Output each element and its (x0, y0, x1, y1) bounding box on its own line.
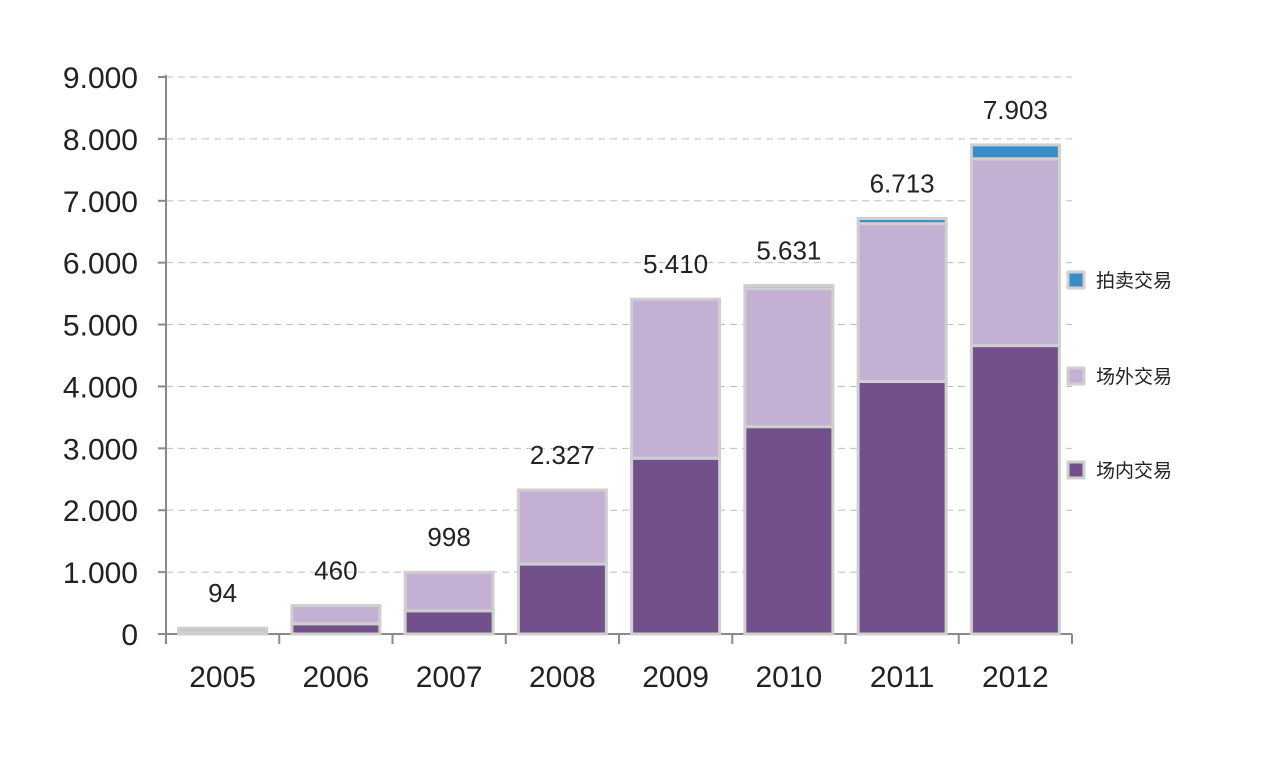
x-tick-label: 2010 (756, 661, 823, 694)
bar-segment (290, 604, 382, 626)
total-data-label: 5.410 (643, 249, 708, 279)
bar-segment (856, 222, 948, 383)
bar-segment (856, 217, 948, 226)
legend-swatch (1066, 270, 1086, 290)
y-tick-label: 4.000 (63, 371, 138, 404)
total-data-label: 460 (314, 556, 357, 586)
bar-segment (403, 570, 495, 613)
x-tick-label: 2008 (529, 661, 596, 694)
legend-swatch (1066, 366, 1086, 386)
bar-segment (743, 287, 835, 429)
y-tick-label: 9.000 (63, 62, 138, 95)
total-data-label: 2.327 (530, 440, 595, 470)
gridlines (166, 76, 1072, 573)
y-tick-label: 0 (121, 619, 138, 652)
x-tick-label: 2005 (189, 661, 256, 694)
total-data-label: 7.903 (983, 95, 1048, 125)
axes: 0 1.000 2.000 3.000 4.000 5.000 6.000 7.000 8.00… (63, 62, 1073, 694)
bar-segment (516, 488, 608, 566)
total-data-label: 94 (208, 578, 237, 608)
total-data-label: 6.713 (870, 169, 935, 199)
bar-segment (630, 297, 722, 460)
bar-segment (403, 609, 495, 636)
bar-segment (969, 143, 1061, 161)
bar-segment (856, 379, 948, 636)
data-labels: 94 460 998 2.327 5.410 5.631 6.713 7.903 (208, 95, 1048, 608)
total-data-label: 5.631 (756, 236, 821, 266)
bar-segment (969, 157, 1061, 348)
y-tick-label: 3.000 (63, 433, 138, 466)
y-tick-label: 8.000 (63, 124, 138, 157)
bar-segment (516, 562, 608, 636)
y-tick-label: 5.000 (63, 310, 138, 343)
bar-segment (290, 622, 382, 636)
legend-label: 拍卖交易 (1096, 270, 1172, 292)
bar-segment (743, 284, 835, 291)
x-tick-label: 2011 (870, 661, 935, 694)
x-tick-label: 2006 (303, 661, 370, 694)
y-tick-label: 1.000 (63, 557, 138, 590)
bar-segment (743, 425, 835, 636)
legend-label: 场外交易 (1096, 366, 1172, 388)
bar-segment (630, 456, 722, 636)
legend-label: 场内交易 (1096, 460, 1172, 482)
x-tick-label: 2012 (982, 661, 1049, 694)
y-tick-label: 6.000 (63, 248, 138, 281)
x-tick-label: 2007 (416, 661, 483, 694)
x-tick-label: 2009 (642, 661, 709, 694)
bar-segment (969, 344, 1061, 636)
bar-segment (177, 626, 269, 634)
y-tick-label: 7.000 (63, 186, 138, 219)
bars (177, 143, 1061, 636)
legend-swatch (1066, 460, 1086, 480)
y-tick-label: 2.000 (63, 495, 138, 528)
total-data-label: 998 (427, 522, 470, 552)
